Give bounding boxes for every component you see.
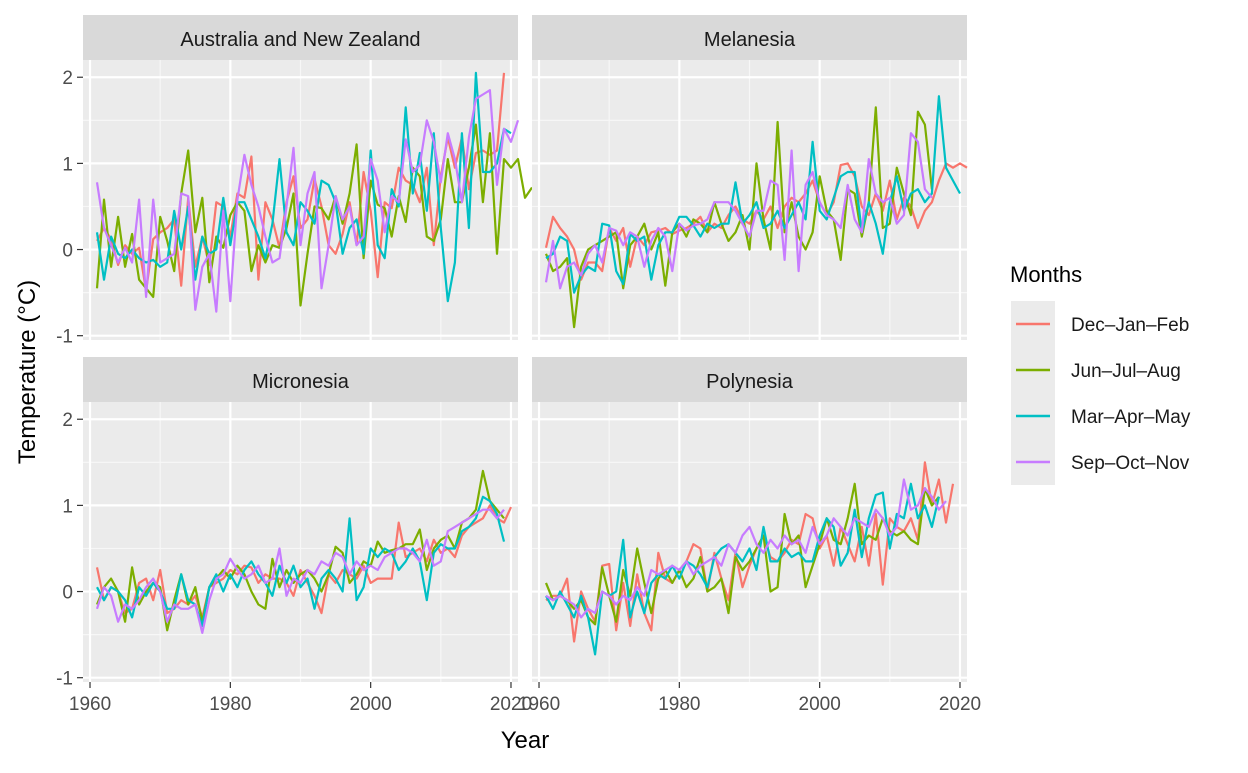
x-axis-title: Year (501, 727, 550, 754)
series-line-micronesia-sep-oct-nov (95, 508, 505, 635)
panel-title-micronesia: Micronesia (252, 371, 350, 393)
series-line-polynesia-dec-jan-feb (545, 461, 955, 643)
panel-strip-australia-and-new-zealand (83, 15, 518, 60)
legend-key-background (1011, 301, 1055, 485)
series-line-micronesia-mar-apr-may (96, 495, 506, 628)
panels-layer: Australia and New Zealand -1 0 1 2 Melanesia M… (56, 15, 981, 715)
panel-strip-polynesia (532, 357, 967, 402)
panel-strip-micronesia (83, 357, 518, 402)
panel-title-melanesia: Melanesia (704, 29, 796, 51)
panel-title-polynesia: Polynesia (706, 371, 794, 393)
legend-title: Months (1010, 262, 1082, 287)
legend-label-mar-apr-may: Mar–Apr–May (1071, 407, 1191, 428)
x-tick-label: 1980 (658, 694, 700, 715)
y-tick-label: 1 (62, 496, 73, 517)
y-tick-label: 1 (62, 154, 73, 175)
series-line-polynesia-jun-jul-aug (544, 482, 940, 626)
x-tick-label: 2020 (490, 694, 532, 715)
y-tick-label: 0 (62, 583, 73, 604)
y-tick-label: -1 (56, 669, 73, 690)
panel-title-australia-and-new-zealand: Australia and New Zealand (180, 29, 420, 51)
legend-label-jun-jul-aug: Jun–Jul–Aug (1071, 361, 1181, 382)
x-tick-label: 2020 (939, 694, 981, 715)
series-line-australia-and-new-zealand-mar-apr-may (95, 71, 512, 303)
x-tick-label: 2000 (350, 694, 392, 715)
series-line-melanesia-mar-apr-may (545, 95, 961, 294)
x-tick-label: 1960 (518, 694, 560, 715)
series-line-australia-and-new-zealand-sep-oct-nov (95, 89, 520, 313)
y-tick-label: -1 (56, 327, 73, 348)
y-tick-label: 2 (62, 68, 73, 89)
y-tick-label: 0 (62, 241, 73, 262)
y-axis-title: Temperature (°C) (14, 280, 41, 464)
series-line-melanesia-sep-oct-nov (544, 132, 933, 290)
series-line-polynesia-mar-apr-may (545, 482, 940, 656)
legend-label-sep-oct-nov: Sep–Oct–Nov (1071, 453, 1190, 474)
legend: Months Dec–Jan–Feb Jun–Jul–Aug Mar–Apr–May… (1010, 262, 1191, 485)
panel-strip-melanesia (532, 15, 967, 60)
x-tick-label: 1960 (69, 694, 111, 715)
x-tick-label: 1980 (209, 694, 251, 715)
x-tick-label: 2000 (799, 694, 841, 715)
y-tick-label: 2 (62, 410, 73, 431)
series-line-polynesia-sep-oct-nov (545, 478, 947, 619)
legend-label-dec-jan-feb: Dec–Jan–Feb (1071, 315, 1189, 336)
